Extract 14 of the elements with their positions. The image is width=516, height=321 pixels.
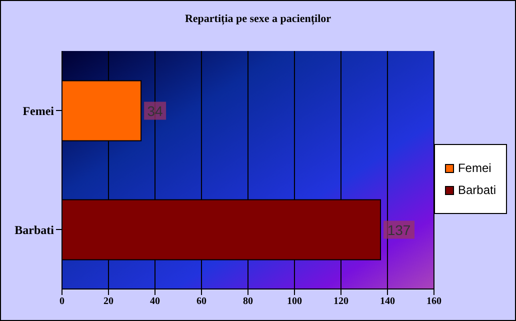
x-tick-label: 160 bbox=[426, 296, 442, 308]
x-tick-label: 0 bbox=[60, 296, 64, 308]
legend-label: Femei bbox=[458, 161, 492, 175]
data-label: 137 bbox=[387, 222, 411, 238]
x-tick-label: 120 bbox=[333, 296, 348, 308]
x-tick-label: 140 bbox=[380, 296, 395, 308]
data-label: 34 bbox=[147, 102, 164, 119]
x-tick-label: 100 bbox=[286, 296, 302, 308]
x-tick-label: 80 bbox=[242, 296, 253, 308]
x-tick-label: 40 bbox=[150, 296, 160, 308]
chart-title: Repartiția pe sexe a pacienților bbox=[184, 13, 332, 25]
legend-label: Barbati bbox=[458, 183, 496, 197]
x-tick-label: 20 bbox=[103, 296, 114, 308]
x-tick-label: 60 bbox=[196, 296, 206, 308]
